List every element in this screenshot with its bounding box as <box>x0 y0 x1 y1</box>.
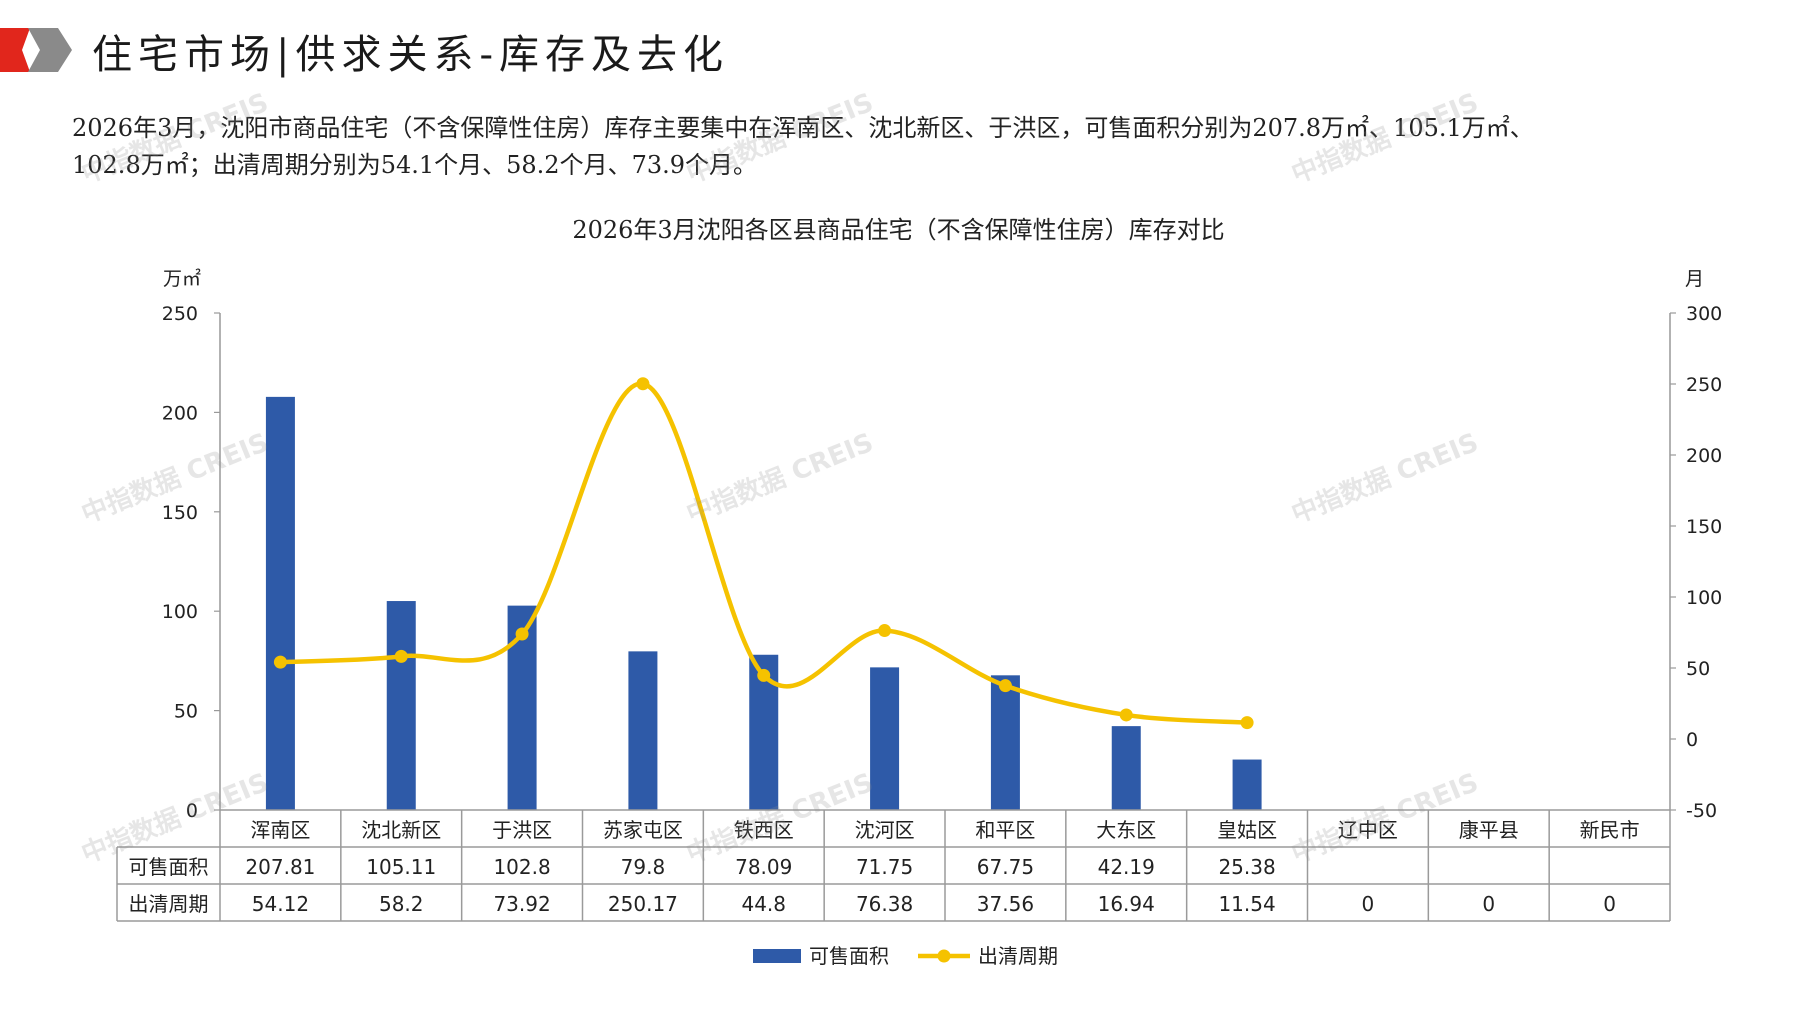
left-axis-tick-label: 50 <box>174 701 198 723</box>
category-label: 康平县 <box>1459 818 1519 842</box>
left-axis-tick-label: 200 <box>162 402 198 424</box>
chart-title: 2026年3月沈阳各区县商品住宅（不含保障性住房）库存对比 <box>572 216 1225 244</box>
summary-line-2: 102.8万㎡；出清周期分别为54.1个月、58.2个月、73.9个月。 <box>72 151 758 179</box>
left-axis-unit: 万㎡ <box>163 268 202 290</box>
line-point-苏家屯区 <box>636 377 650 391</box>
line-data-label: 58.2 <box>379 892 424 916</box>
line-data-label: 250.17 <box>608 892 678 916</box>
bar-data-label: 71.75 <box>856 855 913 879</box>
right-axis-tick-label: -50 <box>1686 800 1717 822</box>
line-data-label: 11.54 <box>1218 892 1275 916</box>
right-axis-tick-label: 100 <box>1686 587 1722 609</box>
line-data-label: 54.12 <box>252 892 309 916</box>
bar-data-label: 102.8 <box>493 855 550 879</box>
line-data-label: 37.56 <box>977 892 1034 916</box>
bar-大东区 <box>1111 726 1141 810</box>
brand-logo-icon <box>0 28 72 72</box>
line-data-label: 0 <box>1603 892 1616 916</box>
right-axis-tick-label: 150 <box>1686 516 1722 538</box>
right-axis-tick-label: 0 <box>1686 729 1698 751</box>
category-label: 大东区 <box>1096 818 1156 842</box>
bar-data-label: 78.09 <box>735 855 792 879</box>
left-axis-tick-label: 0 <box>186 800 198 822</box>
left-axis-tick-label: 150 <box>162 502 198 524</box>
line-data-label: 76.38 <box>856 892 913 916</box>
bar-沈河区 <box>870 667 900 810</box>
category-label: 铁西区 <box>734 818 794 842</box>
right-axis-tick-label: 200 <box>1686 445 1722 467</box>
category-label: 辽中区 <box>1338 818 1398 842</box>
category-label: 沈河区 <box>855 818 915 842</box>
bar-data-label: 25.38 <box>1218 855 1275 879</box>
line-point-沈河区 <box>878 624 892 638</box>
right-axis-tick-label: 250 <box>1686 374 1722 396</box>
category-label: 苏家屯区 <box>603 818 683 842</box>
summary-line-1: 2026年3月，沈阳市商品住宅（不含保障性住房）库存主要集中在浑南区、沈北新区、… <box>72 114 1534 142</box>
table-row-header: 可售面积 <box>129 855 209 879</box>
bar-皇姑区 <box>1232 759 1262 810</box>
line-point-皇姑区 <box>1240 716 1254 730</box>
category-label: 新民市 <box>1580 818 1640 842</box>
right-axis-tick-label: 300 <box>1686 303 1722 325</box>
line-data-label: 73.92 <box>493 892 550 916</box>
legend-bar-swatch <box>753 949 801 963</box>
line-point-于洪区 <box>515 627 529 641</box>
line-point-浑南区 <box>273 655 287 669</box>
legend-line-label: 出清周期 <box>978 944 1058 968</box>
bar-data-label: 67.75 <box>977 855 1034 879</box>
line-point-大东区 <box>1119 708 1133 722</box>
right-axis-tick-label: 50 <box>1686 658 1710 680</box>
bar-沈北新区 <box>386 601 416 810</box>
bar-data-label: 105.11 <box>366 855 436 879</box>
line-data-label: 0 <box>1362 892 1375 916</box>
line-series-出清周期 <box>278 381 1250 725</box>
table-row-header: 出清周期 <box>129 892 209 916</box>
page-title: 住宅市场|供求关系-库存及去化 <box>92 32 729 78</box>
bar-浑南区 <box>265 396 295 810</box>
left-axis-tick-label: 250 <box>162 303 198 325</box>
legend-bar-label: 可售面积 <box>809 944 889 968</box>
category-label: 皇姑区 <box>1217 818 1277 842</box>
left-axis-tick-label: 100 <box>162 601 198 623</box>
category-label: 和平区 <box>975 818 1035 842</box>
bar-data-label: 42.19 <box>1098 855 1155 879</box>
category-label: 于洪区 <box>492 818 552 842</box>
page-header: 住宅市场|供求关系-库存及去化 <box>0 0 1797 100</box>
bar-和平区 <box>990 675 1020 810</box>
line-point-和平区 <box>998 679 1012 693</box>
right-axis-unit: 月 <box>1685 268 1705 290</box>
category-label: 沈北新区 <box>361 818 441 842</box>
line-data-label: 0 <box>1482 892 1495 916</box>
category-label: 浑南区 <box>250 818 310 842</box>
bar-苏家屯区 <box>628 651 658 810</box>
summary-text: 2026年3月，沈阳市商品住宅（不含保障性住房）库存主要集中在浑南区、沈北新区、… <box>72 110 1732 184</box>
line-point-铁西区 <box>757 668 771 682</box>
bar-data-label: 79.8 <box>621 855 666 879</box>
line-data-label: 44.8 <box>741 892 786 916</box>
bar-data-label: 207.81 <box>245 855 315 879</box>
line-point-沈北新区 <box>394 649 408 663</box>
legend-line-marker <box>937 949 951 963</box>
line-data-label: 16.94 <box>1098 892 1155 916</box>
